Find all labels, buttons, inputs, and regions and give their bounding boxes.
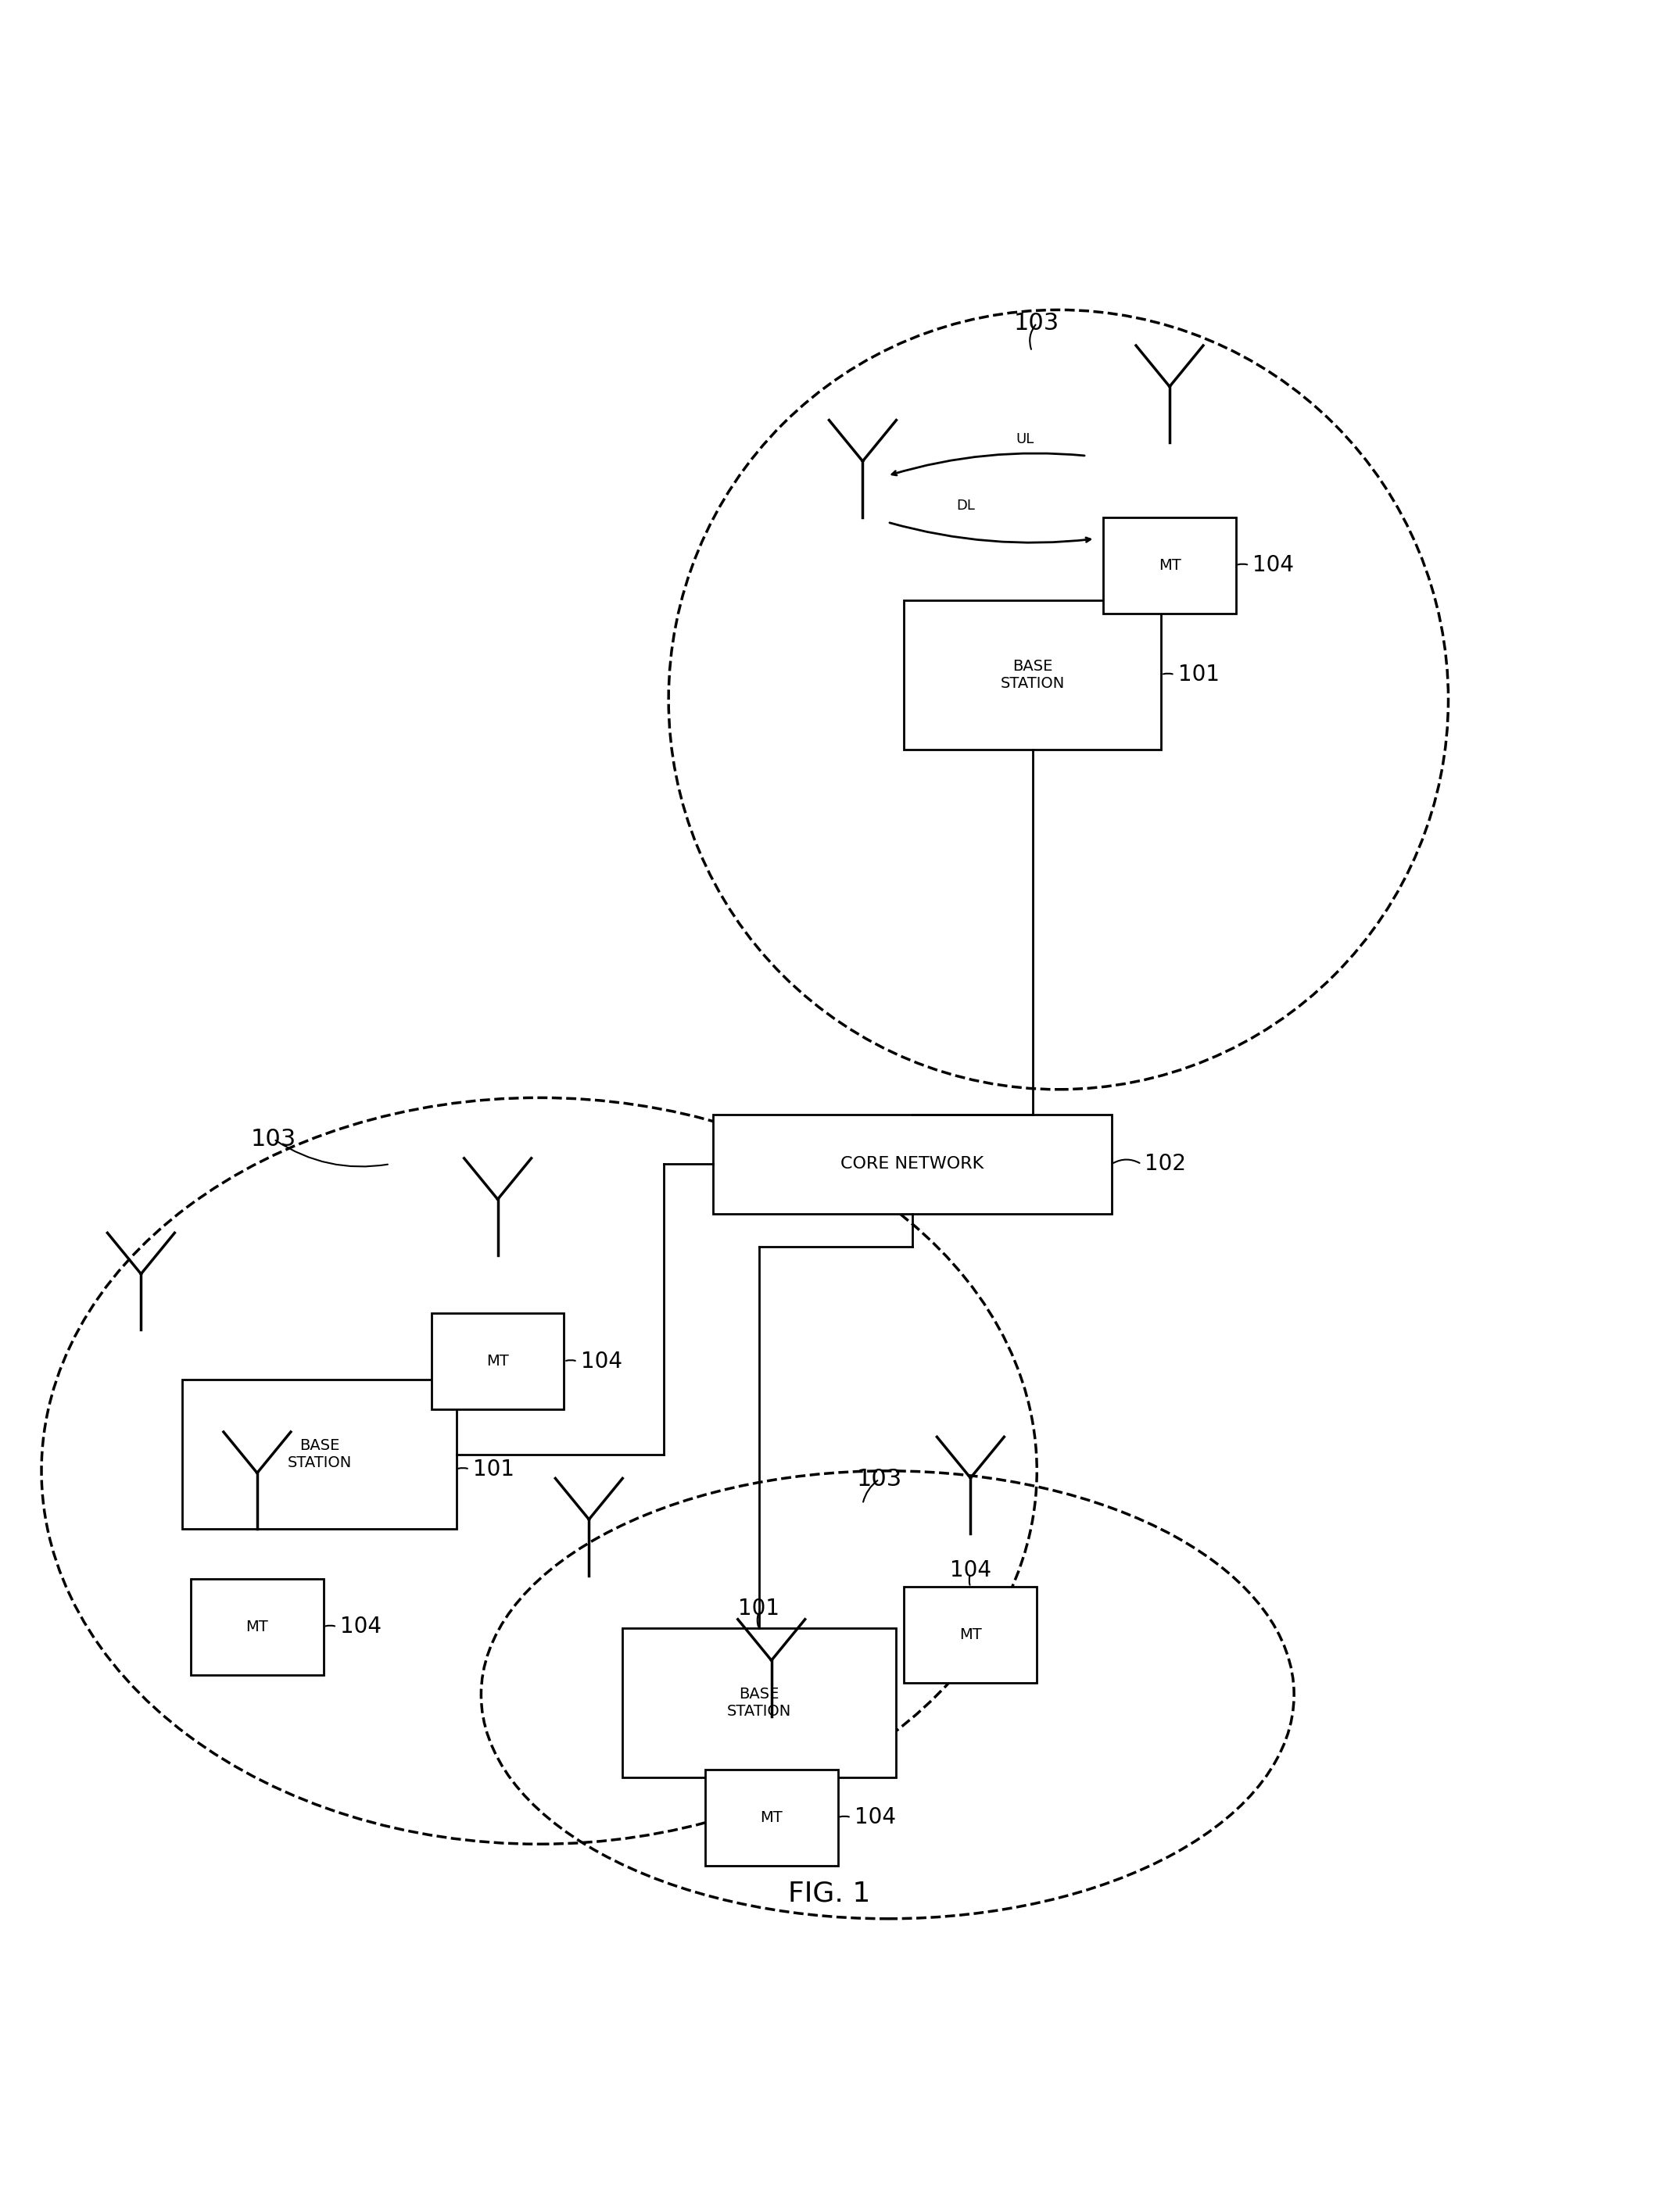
Text: 104: 104 bbox=[1253, 555, 1294, 577]
Text: 101: 101 bbox=[1178, 664, 1219, 686]
Text: CORE NETWORK: CORE NETWORK bbox=[841, 1157, 984, 1172]
Text: 103: 103 bbox=[251, 1128, 297, 1150]
Text: MT: MT bbox=[760, 1809, 783, 1825]
Text: DL: DL bbox=[956, 498, 975, 513]
Text: 104: 104 bbox=[854, 1807, 896, 1829]
Text: 104: 104 bbox=[581, 1352, 622, 1371]
FancyBboxPatch shape bbox=[713, 1115, 1112, 1214]
Text: 103: 103 bbox=[1014, 312, 1060, 334]
Text: MT: MT bbox=[1158, 557, 1181, 573]
Text: BASE
STATION: BASE STATION bbox=[1000, 659, 1065, 690]
Text: 104: 104 bbox=[340, 1615, 382, 1637]
Text: MT: MT bbox=[246, 1619, 269, 1635]
Text: 101: 101 bbox=[738, 1597, 780, 1619]
FancyBboxPatch shape bbox=[431, 1314, 564, 1409]
Text: FIG. 1: FIG. 1 bbox=[788, 1880, 871, 1907]
FancyBboxPatch shape bbox=[1103, 518, 1236, 613]
FancyBboxPatch shape bbox=[191, 1579, 324, 1674]
Text: 104: 104 bbox=[951, 1559, 990, 1582]
Text: MT: MT bbox=[959, 1628, 982, 1644]
Text: BASE
STATION: BASE STATION bbox=[287, 1438, 352, 1471]
Text: UL: UL bbox=[1017, 431, 1034, 447]
Text: 102: 102 bbox=[1145, 1152, 1186, 1175]
FancyBboxPatch shape bbox=[904, 1586, 1037, 1683]
Text: BASE
STATION: BASE STATION bbox=[727, 1688, 791, 1719]
FancyBboxPatch shape bbox=[904, 599, 1161, 750]
Text: 103: 103 bbox=[856, 1469, 902, 1491]
FancyBboxPatch shape bbox=[705, 1770, 838, 1865]
FancyBboxPatch shape bbox=[182, 1380, 456, 1528]
Text: MT: MT bbox=[486, 1354, 509, 1369]
FancyBboxPatch shape bbox=[622, 1628, 896, 1778]
Text: 101: 101 bbox=[473, 1458, 514, 1480]
